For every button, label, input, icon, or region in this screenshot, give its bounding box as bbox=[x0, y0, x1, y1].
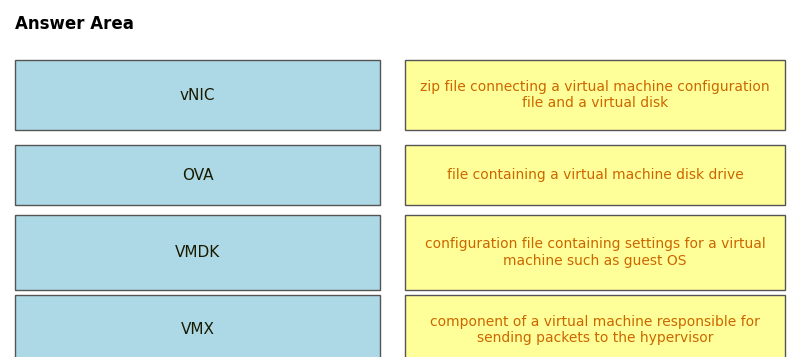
FancyBboxPatch shape bbox=[405, 215, 785, 290]
Text: component of a virtual machine responsible for
sending packets to the hypervisor: component of a virtual machine responsib… bbox=[430, 315, 760, 345]
FancyBboxPatch shape bbox=[15, 60, 380, 130]
FancyBboxPatch shape bbox=[15, 215, 380, 290]
Text: vNIC: vNIC bbox=[179, 87, 215, 102]
Text: zip file connecting a virtual machine configuration
file and a virtual disk: zip file connecting a virtual machine co… bbox=[421, 80, 770, 110]
Text: file containing a virtual machine disk drive: file containing a virtual machine disk d… bbox=[447, 168, 743, 182]
FancyBboxPatch shape bbox=[405, 145, 785, 205]
FancyBboxPatch shape bbox=[15, 295, 380, 357]
Text: VMX: VMX bbox=[180, 322, 215, 337]
FancyBboxPatch shape bbox=[15, 145, 380, 205]
Text: OVA: OVA bbox=[182, 167, 213, 182]
Text: VMDK: VMDK bbox=[175, 245, 220, 260]
FancyBboxPatch shape bbox=[405, 295, 785, 357]
Text: Answer Area: Answer Area bbox=[15, 15, 134, 33]
FancyBboxPatch shape bbox=[405, 60, 785, 130]
Text: configuration file containing settings for a virtual
machine such as guest OS: configuration file containing settings f… bbox=[425, 237, 766, 268]
